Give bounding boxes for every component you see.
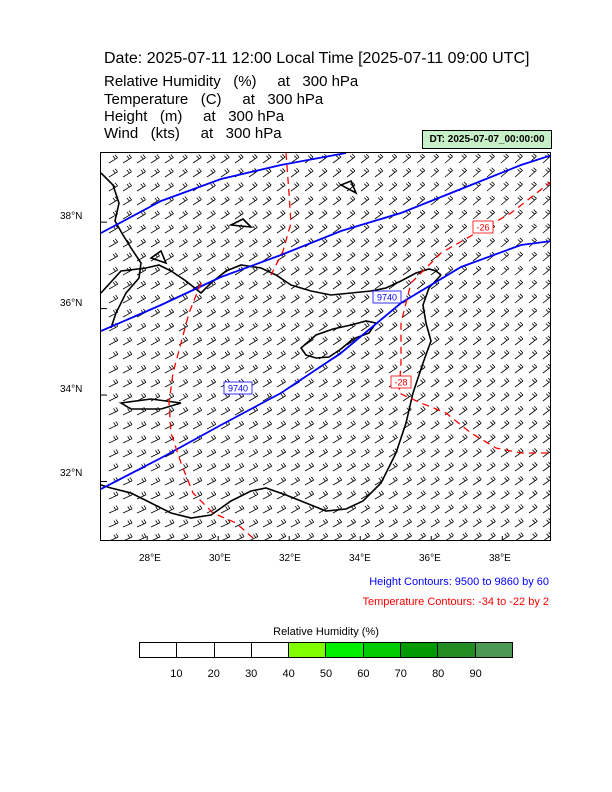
temperature-label-box-2 — [390, 375, 412, 389]
height-contour-upper — [101, 153, 347, 234]
temperature-label-box-1 — [472, 220, 494, 234]
legend-label-10: 10 — [170, 668, 183, 680]
weather-map: 9740 9740 -26 -28 — [100, 152, 551, 541]
temperature-contours — [168, 153, 550, 539]
legend-label-20: 20 — [207, 668, 220, 680]
legend-swatch-6 — [363, 643, 402, 657]
height-contour-9740 — [101, 154, 550, 332]
lon-tick-label-28: 28°E — [139, 553, 161, 564]
legend-bar — [139, 642, 513, 658]
coastline — [101, 172, 442, 519]
legend-label-50: 50 — [319, 668, 333, 680]
coastline-islands — [149, 179, 358, 265]
coastline-crete — [118, 398, 182, 410]
legend-swatch-3 — [251, 643, 290, 657]
dt-badge: DT: 2025-07-07_00:00:00 — [422, 130, 552, 149]
temperature-label-2: -28 — [394, 378, 407, 388]
lat-tick-label-32: 32°N — [60, 468, 83, 479]
wind-barb-field — [108, 153, 550, 540]
temperature-contour-central — [270, 153, 292, 276]
height-contours — [101, 153, 550, 490]
legend-swatch-2 — [214, 643, 252, 657]
contour-labels: 9740 9740 -26 -28 — [223, 220, 494, 395]
lat-tick-label-38: 38°N — [60, 211, 83, 222]
legend-swatch-9 — [475, 643, 512, 657]
legend-label-80: 80 — [432, 668, 445, 680]
legend-label-30: 30 — [245, 668, 258, 680]
height-contour-lower — [101, 240, 550, 490]
field-height: Height (m) at 300 hPa — [104, 108, 285, 125]
temperature-contour-west — [168, 282, 254, 539]
temperature-contour-east — [398, 181, 550, 454]
temperature-label-1: -26 — [476, 223, 489, 233]
height-label-1: 9740 — [228, 384, 248, 394]
lon-tick-label-34: 34°E — [349, 553, 371, 564]
chart-title: Date: 2025-07-11 12:00 Local Time [2025-… — [104, 50, 530, 67]
lon-tick-label-30: 30°E — [209, 553, 231, 564]
coastline-north-africa — [101, 452, 397, 519]
legend-swatch-5 — [326, 643, 364, 657]
map-canvas: 9740 9740 -26 -28 — [101, 153, 550, 540]
legend-label-40: 40 — [282, 668, 295, 680]
lon-tick-label-36: 36°E — [419, 553, 441, 564]
coastline-turkey — [101, 264, 442, 296]
legend-swatch-7 — [401, 643, 439, 657]
coastline-aegean — [101, 172, 142, 329]
wind-barbs — [108, 153, 550, 540]
coastline-cyprus — [299, 320, 378, 359]
lon-tick-label-32: 32°E — [279, 553, 301, 564]
field-temperature: Temperature (C) at 300 hPa — [104, 91, 324, 108]
legend-title: Relative Humidity (%) — [273, 626, 379, 638]
lat-tick-label-34: 34°N — [60, 384, 83, 395]
lat-tick-label-36: 36°N — [60, 298, 83, 309]
height-label-box-1 — [223, 381, 253, 395]
height-contour-note: Height Contours: 9500 to 9860 by 60 — [369, 576, 549, 588]
coastline-levant — [395, 274, 442, 454]
legend-swatch-0 — [140, 643, 178, 657]
legend-label-60: 60 — [357, 668, 370, 680]
map-ticks — [101, 221, 503, 540]
legend-label-90: 90 — [469, 668, 482, 680]
height-label-box-2 — [372, 290, 402, 304]
legend-swatch-1 — [177, 643, 215, 657]
legend-swatch-4 — [289, 643, 327, 657]
field-relative-humidity: Relative Humidity (%) at 300 hPa — [104, 73, 359, 90]
legend-label-70: 70 — [394, 668, 407, 680]
legend-swatch-8 — [438, 643, 476, 657]
height-label-2: 9740 — [377, 293, 397, 303]
field-wind: Wind (kts) at 300 hPa — [104, 125, 282, 142]
temperature-contour-note: Temperature Contours: -34 to -22 by 2 — [362, 596, 549, 608]
lon-tick-label-38: 38°E — [489, 553, 511, 564]
